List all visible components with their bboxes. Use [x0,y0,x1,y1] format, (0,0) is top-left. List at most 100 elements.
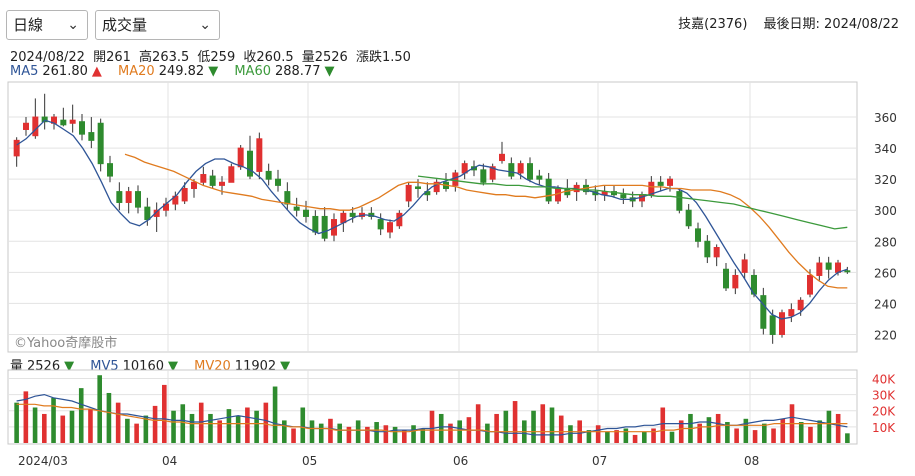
candle [489,163,496,183]
candle [191,179,197,198]
candle [676,188,683,214]
volume-bar [346,426,352,443]
candle [247,135,253,180]
mv-line-mv5 [16,393,848,436]
candle [79,113,85,141]
month-label: 07 [592,454,607,468]
volume-bar [411,425,416,443]
volume-bar [715,413,721,443]
price-tick-label: 340 [874,142,897,156]
volume-bar [706,417,712,443]
period-select-value: 日線 [13,16,44,34]
volume-bar [180,404,186,443]
volume-bar [558,415,564,443]
volume-bar [771,428,776,443]
volume-bar [217,420,222,443]
volume-bar [134,423,139,443]
volume-bar [300,407,306,443]
volume-bar [734,428,739,443]
last-date: 最後日期: 2024/08/22 [763,17,899,32]
volume-bar [808,426,813,443]
indicator-select[interactable]: 成交量 ⌄ [95,10,220,40]
candle [181,182,188,205]
volume-bar [402,430,407,443]
volume-bar [595,425,601,443]
candle [508,157,515,180]
volume-bar [162,384,167,443]
candle [153,202,160,232]
volume-bar [88,409,93,443]
ma20-value: 249.82 [158,64,205,79]
volume-bar [669,431,675,443]
stock-header: 技嘉(2376) 最後日期: 2024/08/22 [666,13,899,32]
volume-bar [42,413,47,443]
candle [760,287,767,335]
volume-tick-label: 10K [872,421,896,435]
ma-line-ma5 [16,119,848,320]
volume-bar [752,430,758,443]
month-label: 08 [744,454,759,468]
price-tick-label: 220 [874,328,897,342]
volume-bar [254,410,259,443]
volume-bar [826,410,832,443]
volume-bar [337,423,342,443]
volume-bar [448,423,453,443]
price-tick-label: 240 [874,297,897,311]
volume-bar [208,413,213,443]
volume-bar [318,423,324,443]
candle [844,266,851,274]
volume-bar [189,413,195,443]
candle [377,213,384,236]
candle [685,204,692,229]
price-tick-label: 260 [874,266,897,280]
quote-close: 收260.5 [243,50,294,65]
quote-date: 2024/08/22 [10,50,85,65]
arrow-down-icon: ▼ [324,64,335,79]
volume-bar [143,415,149,443]
candle [779,309,785,338]
candle [265,163,272,186]
price-tick-label: 360 [874,111,897,125]
quote-change: 漲跌1.50 [355,50,411,65]
candle [293,197,300,217]
candle [713,244,720,267]
candle [732,269,739,295]
volume-bar [845,433,850,443]
period-select[interactable]: 日線 ⌄ [6,10,88,40]
volume-bar [485,423,490,443]
volume-bar [651,428,656,443]
volume-bar [780,418,786,443]
volume-bar [263,402,269,443]
candle [433,179,440,195]
candle [405,182,412,208]
ma-legend: MA5 261.80 ▲ MA20 249.82 ▼ MA60 288.77 ▼ [10,64,338,79]
stock-name: 技嘉(2376) [678,17,748,32]
candle [116,182,123,211]
volume-bar [549,407,555,443]
month-label: 2024/03 [18,454,68,468]
arrow-down-icon: ▼ [280,359,291,374]
candle [536,169,543,186]
volume-bar [586,430,592,443]
candle [256,132,263,180]
candle [303,200,309,223]
volume-bar [78,388,84,443]
volume-bar [642,431,647,443]
candle [69,104,76,133]
candle [13,137,20,167]
ma5-value: 261.80 [42,64,88,79]
candle [499,141,505,164]
candle [275,169,281,192]
volume-bar [494,413,499,443]
volume-bar [512,401,518,443]
chevron-down-icon: ⌄ [67,17,79,33]
volume-bar [32,407,38,443]
mv-line-mv20 [16,403,848,433]
ma5-label: MA5 [10,64,39,79]
arrow-up-icon: ▲ [91,64,102,79]
volume-bar [835,413,841,443]
candle [228,163,235,183]
volume-tick-label: 20K [872,405,896,419]
quote-high: 高263.5 [139,50,190,65]
